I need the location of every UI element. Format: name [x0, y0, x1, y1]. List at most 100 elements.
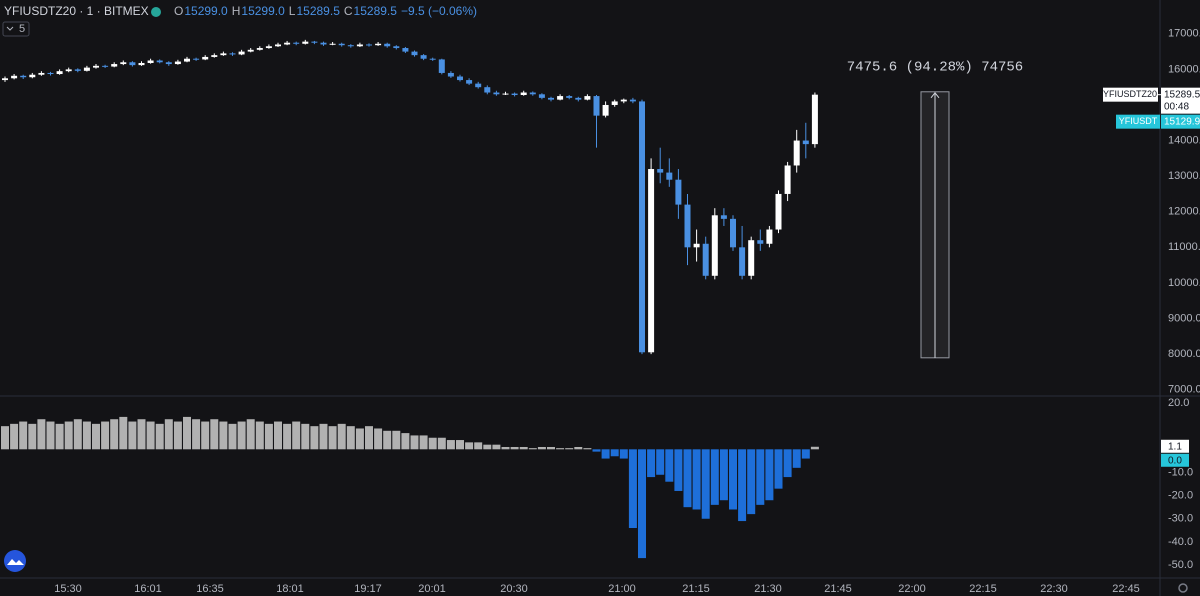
osc-bar — [610, 449, 619, 457]
osc-bar — [692, 449, 701, 510]
osc-bar — [474, 442, 483, 450]
compare-symbol-tag — [1116, 114, 1160, 129]
candle-body — [775, 193, 782, 230]
osc-bar — [501, 446, 510, 450]
ohlc-value: 15289.5 — [354, 4, 398, 18]
candle-body — [320, 42, 327, 45]
osc-bar — [237, 421, 246, 450]
osc-bar — [328, 426, 337, 450]
candle-body — [111, 64, 118, 67]
osc-last-tag — [1161, 439, 1189, 453]
osc-bar — [37, 419, 46, 450]
osc-bar — [738, 449, 747, 522]
logo[interactable] — [4, 550, 26, 572]
osc-tick-label: -40.0 — [1168, 536, 1193, 548]
osc-bar — [55, 423, 64, 450]
x-tick-label: 22:30 — [1040, 583, 1068, 595]
osc-bar — [137, 419, 146, 450]
chevron — [6, 26, 14, 31]
candle-body — [484, 87, 491, 93]
candle-body — [229, 53, 236, 55]
symbol-tag-text: YFIUSDTZ20 — [1103, 89, 1157, 99]
osc-bar — [410, 435, 419, 450]
x-tick-label: 20:30 — [500, 583, 528, 595]
candle-body — [156, 60, 163, 63]
symbol-tag — [1103, 87, 1158, 102]
compare-price-text: 15129.9 — [1164, 116, 1200, 127]
candle-body — [29, 74, 36, 78]
osc-bar — [46, 421, 55, 450]
osc-bar — [519, 446, 528, 450]
osc-bar — [647, 449, 656, 478]
candle-body — [247, 49, 254, 52]
candle-body — [38, 72, 45, 75]
candle-body — [548, 97, 554, 100]
ohlc-header: O 15299.0 H 15299.0 L 15289.5 C 15289.5 −9.5 (−0… — [174, 4, 477, 18]
candle-body — [629, 99, 636, 102]
osc-bar — [783, 449, 792, 478]
candle-body — [420, 55, 427, 59]
osc-bar — [428, 437, 437, 450]
ohlc-label: O — [174, 4, 183, 18]
candle-body — [256, 48, 263, 50]
candle-body — [393, 46, 400, 49]
osc-bar — [810, 446, 819, 450]
measure-arrow-head — [930, 91, 940, 99]
y-tick-label: 10000.0 — [1168, 277, 1200, 289]
osc-tick-label: -30.0 — [1168, 513, 1193, 525]
settings-gear[interactable] — [1178, 583, 1188, 593]
candle-body — [174, 61, 181, 65]
y-tick-label: 8000.0 — [1168, 348, 1200, 360]
candle-body — [47, 72, 54, 75]
indicator-toggle[interactable] — [2, 21, 30, 37]
osc-bar — [528, 448, 537, 450]
candle-body — [702, 243, 709, 276]
candle-body — [384, 43, 391, 47]
candle-body — [711, 215, 718, 276]
ohlc-value: 15299.0 — [184, 4, 228, 18]
x-tick-label: 22:00 — [898, 583, 926, 595]
x-tick-label: 16:35 — [196, 583, 224, 595]
candle-body — [102, 65, 109, 67]
osc-bar — [128, 421, 137, 450]
osc-bar — [10, 423, 19, 450]
candle-body — [611, 101, 618, 105]
osc-bar — [483, 444, 492, 450]
candle-body — [11, 75, 18, 79]
y-tick-label: 12000.0 — [1168, 206, 1200, 218]
osc-bar — [465, 442, 474, 450]
osc-bar — [556, 448, 565, 450]
y-tick-label: 17000.0 — [1168, 28, 1200, 40]
candle-body — [184, 58, 190, 62]
x-tick-label: 22:45 — [1112, 583, 1140, 595]
candle-body — [593, 96, 600, 116]
y-tick-label: 16000.0 — [1168, 63, 1200, 75]
candle-body — [739, 247, 746, 276]
candle-body — [375, 43, 382, 46]
osc-bar — [274, 421, 282, 450]
candle-body — [529, 92, 536, 95]
symbol[interactable]: YFIUSDTZ20 · 1 · BITMEX — [4, 4, 149, 18]
status-dot — [151, 7, 161, 17]
candle-body — [83, 67, 90, 71]
x-tick-label: 21:30 — [754, 583, 782, 595]
y-tick-label: 11000.0 — [1168, 241, 1200, 253]
candle-body — [620, 99, 627, 102]
osc-bar — [710, 449, 719, 505]
candle-body — [20, 75, 27, 78]
candle-body — [639, 101, 645, 353]
osc-zero-tag — [1161, 453, 1189, 467]
osc-bar — [510, 446, 519, 450]
osc-bar — [146, 421, 155, 450]
osc-bar — [92, 423, 100, 450]
osc-bar — [210, 419, 219, 450]
osc-bar — [401, 433, 410, 450]
osc-bar — [619, 449, 628, 459]
osc-bar — [456, 440, 464, 450]
osc-bar — [1, 426, 9, 450]
candle-body — [211, 55, 218, 57]
osc-bar — [219, 421, 228, 450]
candle-body — [438, 59, 445, 73]
candle-body — [720, 215, 727, 219]
